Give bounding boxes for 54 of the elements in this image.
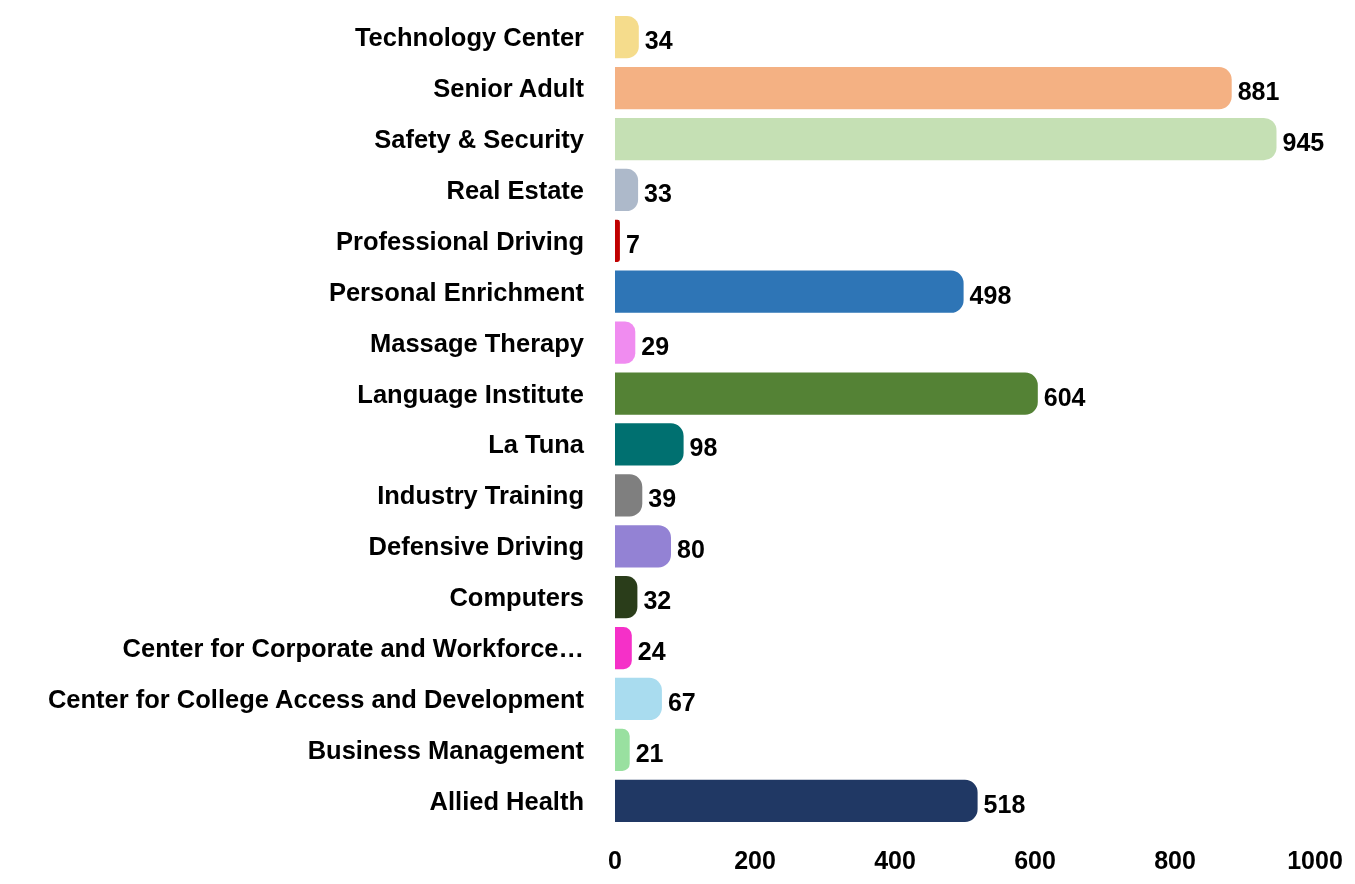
bar (615, 423, 684, 466)
data-label: 604 (1043, 382, 1086, 411)
y-tick-label: Massage Therapy (369, 328, 585, 357)
data-label: 33 (644, 178, 672, 207)
x-tick-label: 200 (734, 846, 776, 874)
y-tick-label: Allied Health (429, 786, 584, 815)
data-label: 32 (643, 586, 672, 615)
data-label: 7 (625, 229, 640, 258)
y-tick-label: Defensive Driving (368, 532, 584, 561)
y-tick-label: Language Institute (357, 379, 584, 408)
bar (615, 66, 1232, 110)
y-tick-label: Industry Training (377, 481, 584, 510)
bar (615, 16, 639, 59)
bar (615, 219, 620, 262)
bar (615, 270, 964, 313)
data-label: 67 (667, 687, 696, 716)
data-label: 518 (983, 789, 1026, 818)
data-label: 29 (641, 331, 670, 360)
y-tick-label: Personal Enrichment (328, 277, 585, 306)
x-tick-label: 0 (608, 846, 622, 874)
bar (615, 168, 639, 212)
data-label: 98 (689, 433, 718, 462)
bar (615, 474, 643, 517)
y-tick-label: Safety & Security (374, 125, 585, 154)
bar (615, 372, 1038, 415)
data-label: 945 (1282, 128, 1325, 157)
y-tick-label: Real Estate (446, 175, 584, 204)
y-tick-label: Technology Center (354, 23, 585, 52)
y-tick-label: Business Management (307, 735, 585, 764)
bar (615, 117, 1277, 161)
y-tick-label: Senior Adult (433, 74, 585, 103)
data-label: 21 (635, 738, 664, 767)
x-tick-label: 800 (1154, 846, 1196, 874)
y-tick-label: Computers (449, 583, 584, 612)
x-tick-label: 1000 (1287, 846, 1343, 874)
data-label: 80 (677, 535, 705, 564)
bar (615, 576, 638, 619)
data-label: 39 (648, 484, 677, 513)
x-tick-label: 600 (1014, 846, 1056, 874)
bar (615, 626, 632, 670)
bar (615, 728, 630, 772)
y-tick-label: Center for College Access and Development (47, 684, 585, 713)
bar (615, 525, 671, 568)
data-label: 24 (637, 637, 666, 666)
data-label: 34 (644, 26, 673, 55)
data-label: 498 (969, 280, 1012, 309)
y-tick-label: Center for Corporate and Workforce… (122, 634, 584, 663)
y-tick-label: Professional Driving (336, 226, 584, 255)
bar (615, 321, 636, 364)
y-tick-label: La Tuna (488, 430, 585, 459)
bar (615, 779, 978, 822)
x-tick-label: 400 (874, 846, 916, 874)
bar (615, 677, 662, 721)
data-label: 881 (1237, 77, 1280, 106)
